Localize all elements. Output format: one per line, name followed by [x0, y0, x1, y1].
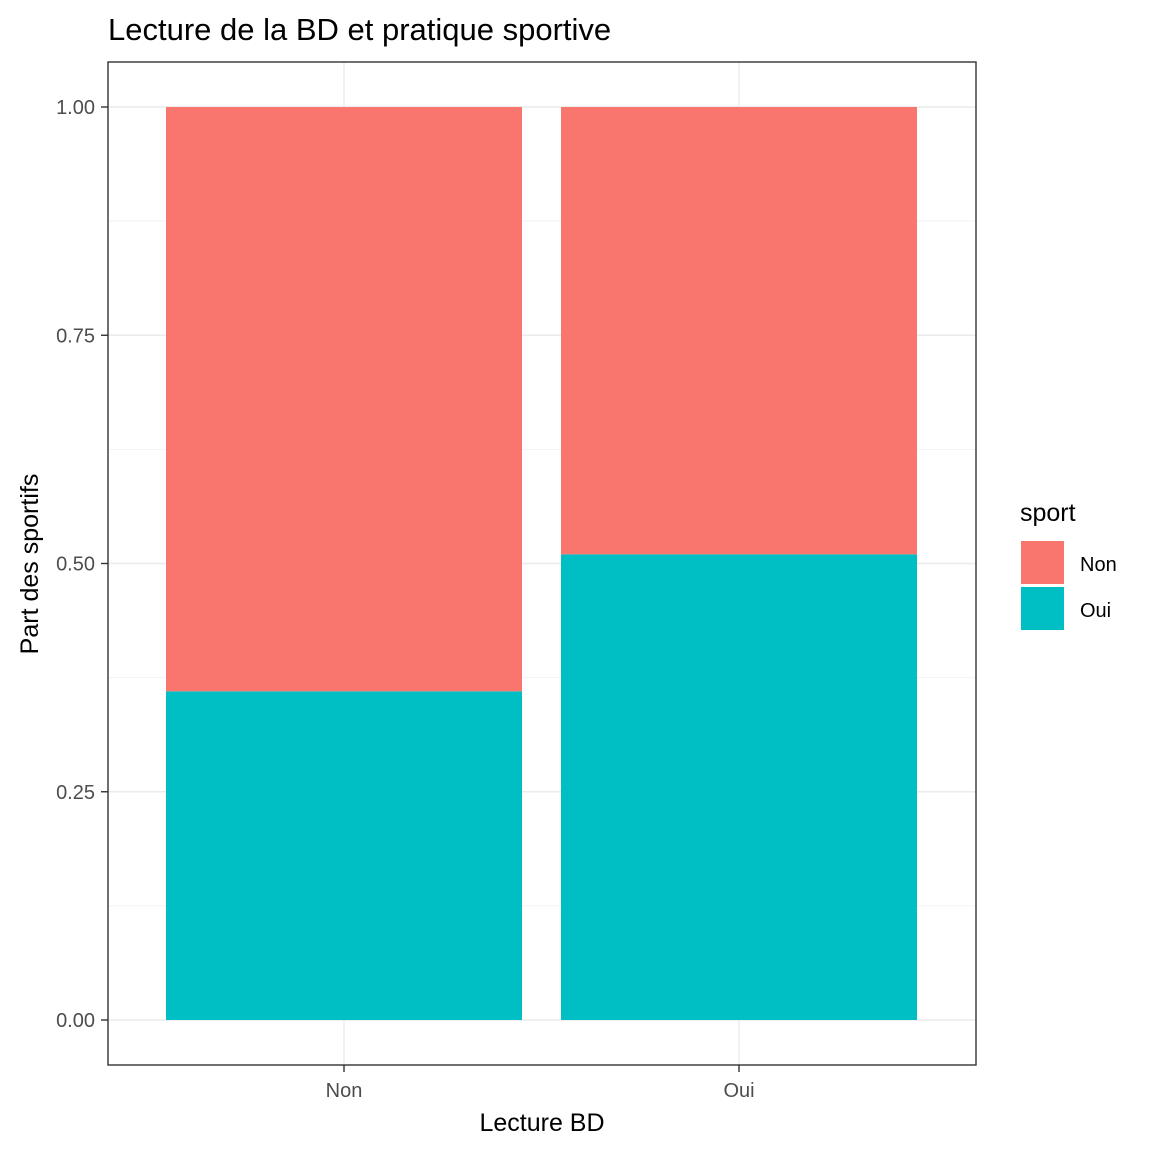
y-tick-label: 1.00: [56, 97, 95, 119]
x-axis-title: Lecture BD: [479, 1109, 604, 1137]
bar-non-sport-oui: [166, 691, 522, 1020]
legend: sport Non Oui: [1020, 499, 1117, 630]
x-tick-label: Non: [326, 1080, 363, 1102]
legend-key-non: [1021, 541, 1064, 584]
bar-oui-sport-oui: [561, 554, 917, 1020]
y-axis: 0.00 0.25 0.50 0.75 1.00: [56, 97, 108, 1032]
bar-non-sport-non: [166, 107, 522, 692]
y-tick-label: 0.50: [56, 554, 95, 576]
y-tick-label: 0.75: [56, 325, 95, 347]
x-axis: Non Oui: [326, 1065, 755, 1102]
legend-key-oui: [1021, 587, 1064, 630]
legend-title: sport: [1020, 499, 1076, 527]
legend-label-oui: Oui: [1080, 600, 1111, 622]
bar-oui-sport-non: [561, 107, 917, 555]
chart-title: Lecture de la BD et pratique sportive: [108, 12, 611, 47]
y-tick-label: 0.25: [56, 782, 95, 804]
y-tick-label: 0.00: [56, 1010, 95, 1032]
x-tick-label: Oui: [723, 1080, 754, 1102]
legend-label-non: Non: [1080, 554, 1117, 576]
bars: [166, 107, 917, 1020]
y-axis-title: Part des sportifs: [16, 474, 44, 655]
